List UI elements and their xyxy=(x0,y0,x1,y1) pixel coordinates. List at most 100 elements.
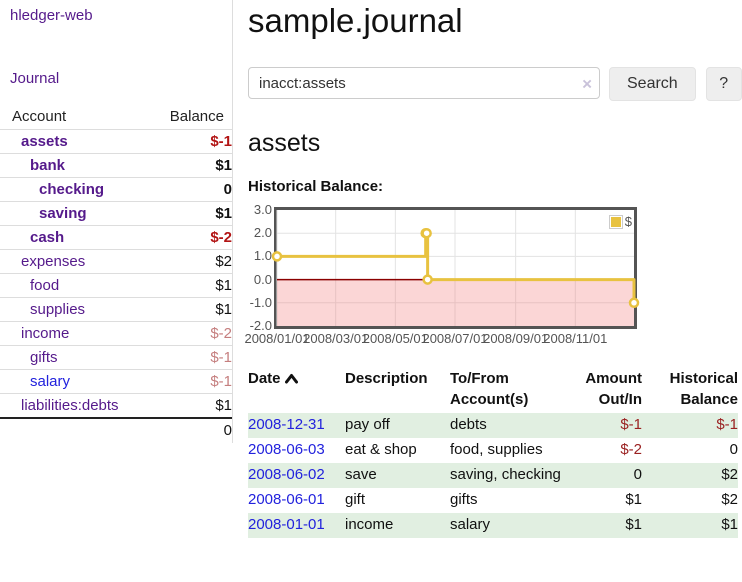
register-header-description: Description xyxy=(345,370,428,387)
account-row: income $-2 xyxy=(0,321,232,346)
transaction-accounts: salary xyxy=(450,516,491,533)
accounts-total-row: 0 xyxy=(0,417,232,442)
sort-ascending-icon xyxy=(284,374,298,384)
account-balance: $-1 xyxy=(116,369,232,394)
x-tick-label: 2008/03/01 xyxy=(303,331,369,346)
account-row: salary $-1 xyxy=(0,369,232,394)
search-input[interactable] xyxy=(248,67,600,99)
account-link[interactable]: cash xyxy=(30,229,65,246)
chart-plot-area: $ xyxy=(271,207,640,329)
transaction-balance: $-1 xyxy=(716,416,738,433)
account-balance: $1 xyxy=(116,153,232,178)
x-tick-label: 2008/11/01 xyxy=(543,331,608,346)
y-tick-label: 0.0 xyxy=(253,271,272,287)
transaction-description: pay off xyxy=(345,416,390,433)
account-link[interactable]: food xyxy=(30,277,60,294)
page-title: sample.journal xyxy=(248,2,463,39)
transaction-row: 2008-12-31 pay off debts $-1 $-1 xyxy=(248,413,738,438)
register-header-accounts: To/From Account(s) xyxy=(450,370,529,408)
account-balance: $1 xyxy=(116,393,232,418)
accounts-table: Account Balance assets $-1 bank $1 checking 0… xyxy=(0,104,232,442)
transaction-amount: $1 xyxy=(625,491,642,508)
account-row: bank $1 xyxy=(0,153,232,178)
transaction-amount: $-1 xyxy=(620,416,642,433)
x-tick-label: 2008/09/01 xyxy=(483,331,549,346)
accounts-total-spacer xyxy=(0,417,116,442)
account-row: assets $-1 xyxy=(0,129,232,154)
brand-link[interactable]: hledger-web xyxy=(10,7,93,24)
balance-chart: $ 3.0 2.0 1.0 0.0 -1.0 -2.0 2008/01/01 2008/03… xyxy=(244,202,742,351)
help-button[interactable]: ? xyxy=(705,67,742,101)
legend-swatch-icon xyxy=(608,214,623,229)
account-row: cash $-2 xyxy=(0,225,232,250)
x-tick-label: 2008/01/01 xyxy=(244,331,310,346)
account-row: gifts $-1 xyxy=(0,345,232,370)
y-tick-label: 3.0 xyxy=(253,202,272,217)
transaction-description: income xyxy=(345,516,394,533)
y-tick-label: 1.0 xyxy=(253,248,272,264)
account-row: supplies $1 xyxy=(0,297,232,322)
transaction-date-link[interactable]: 2008-12-31 xyxy=(248,416,325,433)
transaction-date-link[interactable]: 2008-01-01 xyxy=(248,516,325,533)
main-content: sample.journal × Search ? assets Histori… xyxy=(244,0,742,538)
clear-search-icon[interactable]: × xyxy=(582,74,592,94)
account-row: expenses $2 xyxy=(0,249,232,274)
account-link[interactable]: assets xyxy=(21,133,68,150)
register-header-date[interactable]: Date xyxy=(248,366,345,413)
account-link[interactable]: gifts xyxy=(30,349,58,366)
transaction-description: eat & shop xyxy=(345,441,417,458)
account-balance: $-2 xyxy=(116,321,232,346)
transaction-amount: 0 xyxy=(633,466,642,483)
transaction-balance: 0 xyxy=(729,441,738,458)
account-link[interactable]: checking xyxy=(39,181,105,198)
account-link[interactable]: liabilities:debts xyxy=(21,397,119,414)
transaction-accounts: debts xyxy=(450,416,487,433)
transaction-date-link[interactable]: 2008-06-01 xyxy=(248,491,325,508)
account-balance: $2 xyxy=(116,249,232,274)
y-tick-label: -2.0 xyxy=(249,318,272,333)
account-link[interactable]: supplies xyxy=(30,301,86,318)
account-row: food $1 xyxy=(0,273,232,298)
sidebar-item-journal[interactable]: Journal xyxy=(10,70,60,87)
register-header-row: Date Description To/From Account(s) Amou… xyxy=(248,366,738,413)
transaction-accounts: food, supplies xyxy=(450,441,543,458)
sidebar: hledger-web Journal Account Balance asse… xyxy=(0,0,233,443)
transaction-date-link[interactable]: 2008-06-03 xyxy=(248,441,325,458)
account-link[interactable]: saving xyxy=(39,205,87,222)
transaction-balance: $2 xyxy=(721,491,738,508)
transaction-balance: $1 xyxy=(721,516,738,533)
transaction-row: 2008-06-02 save saving, checking 0 $2 xyxy=(248,463,738,488)
account-balance: $1 xyxy=(116,273,232,298)
transaction-date-link[interactable]: 2008-06-02 xyxy=(248,466,325,483)
account-row: saving $1 xyxy=(0,201,232,226)
account-link[interactable]: bank xyxy=(30,157,66,174)
account-row: liabilities:debts $1 xyxy=(0,393,232,418)
transaction-description: save xyxy=(345,466,377,483)
accounts-total-value: 0 xyxy=(116,417,232,442)
account-balance: 0 xyxy=(116,177,232,202)
transaction-description: gift xyxy=(345,491,366,508)
account-link[interactable]: income xyxy=(21,325,70,342)
register-header-balance: Historical Balance xyxy=(669,370,738,408)
account-row: checking 0 xyxy=(0,177,232,202)
x-tick-label: 2008/07/01 xyxy=(422,331,488,346)
transaction-row: 2008-06-03 eat & shop food, supplies $-2 0 xyxy=(248,438,738,463)
register-header-amount: Amount Out/In xyxy=(585,370,642,408)
account-balance: $1 xyxy=(116,201,232,226)
legend-label: $ xyxy=(624,214,632,229)
transaction-balance: $2 xyxy=(721,466,738,483)
register-table: Date Description To/From Account(s) Amou… xyxy=(248,366,738,538)
search-bar: × Search ? xyxy=(248,67,742,101)
y-tick-label: 2.0 xyxy=(253,225,272,241)
chart-title: Historical Balance: xyxy=(248,178,384,195)
transaction-accounts: gifts xyxy=(450,491,478,508)
transaction-row: 2008-06-01 gift gifts $1 $2 xyxy=(248,488,738,513)
transaction-row: 2008-01-01 income salary $1 $1 xyxy=(248,513,738,538)
account-title: assets xyxy=(248,129,321,157)
account-link[interactable]: salary xyxy=(30,373,71,390)
account-link[interactable]: expenses xyxy=(21,253,86,270)
chart-legend: $ xyxy=(608,214,632,229)
search-button[interactable]: Search xyxy=(609,67,696,101)
register-header-date-label: Date xyxy=(248,370,281,387)
accounts-header-row: Account Balance xyxy=(0,104,232,130)
